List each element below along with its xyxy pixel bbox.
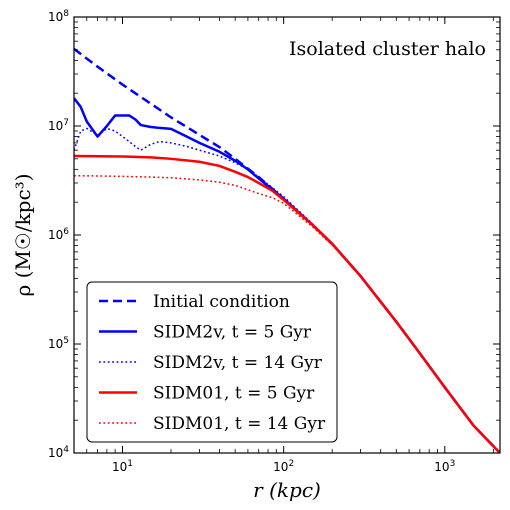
series-line-5: [74, 174, 500, 453]
legend-label-4: SIDM01, t = 5 Gyr: [153, 384, 315, 404]
legend-label-2: SIDM2v, t = 5 Gyr: [153, 323, 312, 343]
x-tick-label: 102: [273, 459, 294, 474]
legend-label-3: SIDM2v, t = 14 Gyr: [153, 353, 323, 373]
legend-box: [86, 281, 338, 443]
x-axis-label: r (kpc): [253, 478, 321, 502]
series-layer: [74, 47, 500, 453]
y-tick-label: 108: [48, 9, 69, 24]
chart-annotation: Isolated cluster halo: [289, 38, 486, 60]
legend-label-5: SIDM01, t = 14 Gyr: [153, 414, 326, 434]
x-tick-label: 101: [112, 459, 133, 474]
y-tick-label: 104: [48, 445, 69, 460]
y-tick-label: 105: [48, 336, 69, 351]
x-tick-label: 103: [434, 459, 455, 474]
y-tick-label: 106: [48, 227, 69, 242]
legend-label-1: Initial condition: [153, 292, 290, 312]
y-axis-label: ρ (M☉/kpc³): [11, 173, 35, 296]
legend: Initial condition SIDM2v, t = 5 Gyr SIDM2v…: [86, 281, 338, 443]
tick-layer: 104 105 106 107 108 101 102 103: [48, 9, 500, 474]
y-tick-label: 107: [48, 118, 69, 133]
